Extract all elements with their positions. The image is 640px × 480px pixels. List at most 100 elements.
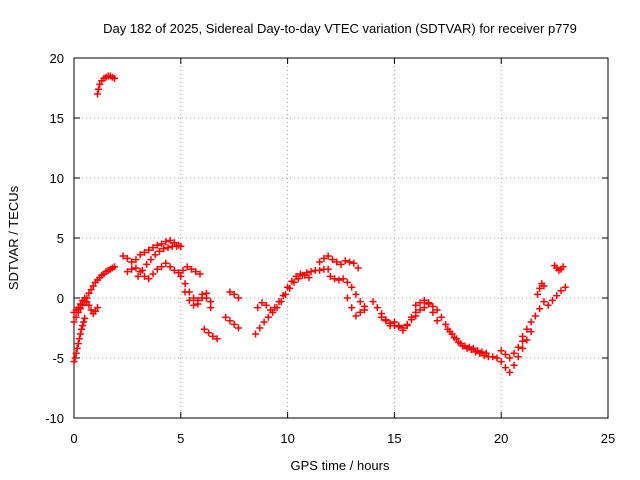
series-s24 — [519, 283, 569, 340]
data-point — [348, 304, 356, 312]
data-point — [192, 268, 200, 276]
x-tick-label: 0 — [70, 431, 77, 446]
data-point — [111, 263, 119, 271]
data-point — [296, 270, 304, 278]
data-point — [134, 272, 142, 280]
data-point — [399, 324, 407, 332]
data-point — [457, 340, 465, 348]
series-s21 — [444, 325, 490, 357]
data-points — [70, 72, 569, 376]
series-s16 — [326, 272, 368, 314]
data-point — [140, 272, 148, 280]
x-tick-label: 20 — [494, 431, 508, 446]
data-point — [76, 300, 84, 308]
data-point — [202, 294, 210, 302]
x-tick-label: 10 — [280, 431, 294, 446]
data-point — [70, 358, 78, 366]
data-point — [324, 252, 332, 260]
data-point — [138, 266, 146, 274]
series-s7 — [134, 242, 181, 280]
data-point — [185, 296, 193, 304]
data-point — [420, 296, 428, 304]
data-point — [254, 304, 262, 312]
data-point — [333, 258, 341, 266]
data-point — [429, 302, 437, 310]
data-point — [301, 271, 309, 279]
data-point — [350, 259, 358, 267]
data-point — [198, 290, 206, 298]
data-point — [316, 258, 324, 266]
data-point — [354, 264, 362, 272]
data-point — [386, 319, 394, 327]
data-point — [356, 298, 364, 306]
data-point — [230, 320, 238, 328]
data-point — [75, 335, 83, 343]
data-point — [469, 344, 477, 352]
y-tick-label: 10 — [50, 171, 64, 186]
data-point — [181, 288, 189, 296]
data-point — [175, 269, 183, 277]
data-point — [143, 260, 151, 268]
y-tick-label: 0 — [57, 291, 64, 306]
series-s23 — [497, 337, 527, 362]
data-point — [506, 368, 514, 376]
data-point — [190, 301, 198, 309]
data-point — [177, 272, 185, 280]
data-point — [145, 275, 153, 283]
series-s11 — [222, 313, 242, 332]
data-point — [523, 336, 531, 344]
data-point — [501, 364, 509, 372]
data-point — [452, 335, 460, 343]
data-point — [226, 288, 234, 296]
series-s22 — [476, 328, 535, 376]
data-point — [352, 290, 360, 298]
data-point — [222, 313, 230, 321]
data-point — [360, 302, 368, 310]
data-point — [119, 252, 127, 260]
data-point — [170, 266, 178, 274]
data-point — [209, 332, 217, 340]
data-point — [111, 74, 119, 82]
data-point — [226, 317, 234, 325]
data-point — [162, 238, 170, 246]
data-point — [497, 347, 505, 355]
data-point — [262, 301, 270, 309]
data-point — [346, 258, 354, 266]
data-point — [506, 354, 514, 362]
y-tick-label: 5 — [57, 231, 64, 246]
series-s9 — [181, 288, 215, 312]
data-point — [70, 318, 78, 326]
data-point — [316, 266, 324, 274]
data-point — [153, 241, 161, 249]
data-point — [305, 274, 313, 282]
data-point — [343, 294, 351, 302]
data-point — [200, 325, 208, 333]
data-point — [136, 251, 144, 259]
data-point — [553, 292, 561, 300]
data-point — [76, 330, 84, 338]
data-point — [561, 283, 569, 291]
data-point — [71, 354, 79, 362]
series-s15 — [316, 252, 362, 272]
data-point — [162, 259, 170, 267]
data-point — [140, 248, 148, 256]
data-point — [271, 304, 279, 312]
data-point — [264, 313, 272, 321]
series-s26 — [551, 262, 567, 274]
data-point — [96, 80, 104, 88]
data-point — [93, 304, 101, 312]
data-point — [81, 294, 89, 302]
data-point — [326, 272, 334, 280]
data-point — [328, 256, 336, 264]
data-point — [267, 306, 275, 314]
data-point — [324, 265, 332, 273]
data-point — [292, 272, 300, 280]
x-tick-label: 25 — [601, 431, 615, 446]
data-point — [437, 313, 445, 321]
y-tick-label: -10 — [45, 411, 64, 426]
data-point — [412, 301, 420, 309]
data-point — [207, 298, 215, 306]
data-point — [234, 294, 242, 302]
series-s8 — [177, 272, 215, 308]
data-point — [433, 306, 441, 314]
